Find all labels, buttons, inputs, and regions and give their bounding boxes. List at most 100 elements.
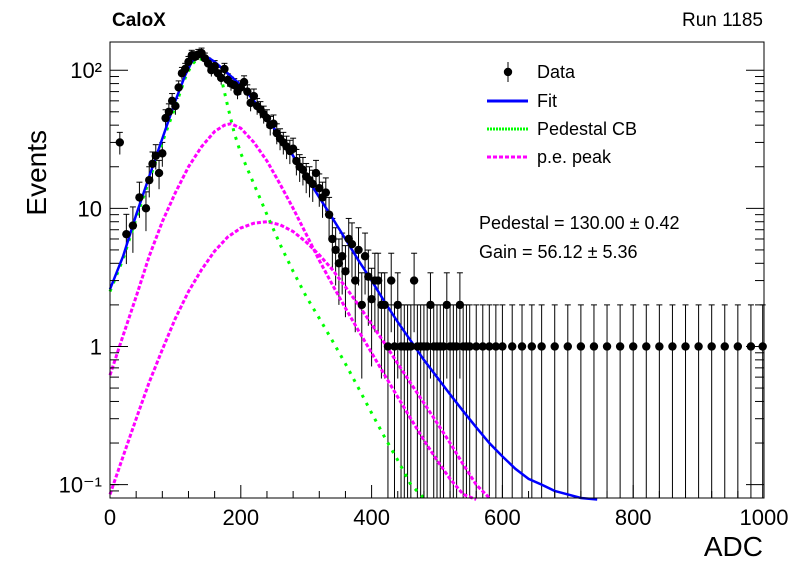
data-point: [161, 113, 170, 123]
data-point: [328, 234, 337, 244]
data-point: [589, 342, 599, 351]
data-point: [230, 80, 239, 90]
x-tick-label: 0: [104, 505, 116, 530]
x-tick-label: 400: [353, 505, 390, 530]
x-tick-label: 800: [615, 505, 652, 530]
data-point: [324, 210, 334, 219]
data-point: [243, 87, 252, 96]
data-point: [158, 149, 167, 158]
data-point: [406, 342, 416, 351]
pe-peak-curve: [108, 220, 491, 500]
legend-label: p.e. peak: [537, 147, 612, 167]
data-point: [517, 342, 527, 351]
data-point: [380, 300, 389, 310]
x-tick-label: 600: [484, 505, 521, 530]
data-point: [288, 144, 298, 153]
legend-label: Pedestal CB: [537, 119, 637, 139]
y-tick-label: 10²: [70, 58, 102, 83]
data-point: [681, 342, 690, 351]
data-point: [452, 342, 461, 351]
y-axis-title: Events: [21, 130, 52, 216]
data-point: [508, 342, 517, 351]
data-point: [360, 252, 370, 261]
data-point: [465, 342, 474, 351]
data-point: [145, 175, 154, 185]
data-point: [442, 300, 452, 310]
legend-label: Data: [537, 62, 576, 82]
data-point: [387, 276, 396, 285]
y-tick-label: 10⁻¹: [59, 473, 102, 498]
data-point: [171, 101, 180, 111]
data-point: [351, 276, 360, 285]
data-point: [308, 179, 317, 189]
data-point: [128, 221, 138, 230]
data-point: [341, 267, 350, 276]
data-point: [733, 342, 743, 351]
data-point: [478, 342, 487, 351]
legend: Data Fit Pedestal CB p.e. peak: [487, 62, 637, 167]
data-point: [694, 342, 703, 351]
x-axis-title: ADC: [704, 531, 763, 562]
data-point: [164, 107, 174, 116]
plot-frame: [109, 41, 765, 499]
data-point: [262, 113, 272, 123]
data-point: [615, 342, 625, 351]
data-point: [311, 168, 321, 178]
data-point: [642, 342, 651, 351]
data-point: [269, 119, 278, 128]
pedestal-stat: Pedestal = 130.00 ± 0.42: [479, 213, 680, 233]
data-point: [472, 342, 481, 351]
data-point: [390, 342, 399, 351]
y-tick-label: 10: [78, 196, 102, 221]
data-point: [409, 276, 419, 285]
data-point: [148, 159, 157, 169]
data-point: [115, 138, 125, 147]
data-point: [122, 229, 131, 239]
data-point: [249, 91, 259, 101]
data-point: [455, 300, 465, 310]
data-point: [220, 64, 229, 74]
data-point: [210, 61, 219, 71]
pedestal-cb-curve: [108, 56, 425, 500]
data-point: [331, 245, 340, 255]
data-point: [393, 300, 402, 310]
data-point: [151, 151, 160, 161]
data-point: [357, 300, 366, 310]
data-point: [576, 342, 586, 351]
data-point: [707, 342, 716, 351]
data-point: [239, 77, 249, 87]
data-point: [246, 98, 255, 108]
data-point: [354, 245, 363, 255]
legend-label: Fit: [537, 91, 557, 111]
data-point: [527, 342, 537, 351]
x-tick-label: 1000: [740, 505, 789, 530]
data-point: [347, 240, 357, 249]
axis-ticks: 0 200 400 600 800 1000 10⁻¹ 1 10 10²: [59, 58, 789, 530]
data-point: [439, 342, 448, 351]
data-point: [321, 188, 331, 197]
data-point: [720, 342, 729, 351]
data-points: [115, 48, 767, 351]
data-point: [181, 64, 190, 74]
y-tick-label: 1: [90, 334, 102, 359]
data-point: [655, 342, 664, 351]
data-point: [203, 59, 213, 68]
data-point: [485, 342, 494, 351]
data-point: [383, 342, 393, 351]
gain-stat: Gain = 56.12 ± 5.36: [479, 242, 638, 262]
experiment-label: CaloX: [112, 10, 166, 31]
data-point: [367, 294, 376, 304]
data-point: [602, 342, 612, 351]
run-label: Run 1185: [682, 10, 763, 31]
pe-peak-curve: [108, 122, 477, 501]
data-point: [537, 342, 546, 351]
data-point: [135, 193, 144, 202]
data-point: [216, 73, 226, 83]
data-point: [422, 342, 432, 351]
data-point: [373, 276, 383, 285]
data-point: [498, 342, 507, 351]
data-point: [563, 342, 572, 351]
legend-swatch-marker: [503, 67, 513, 77]
data-point: [629, 342, 638, 351]
data-point: [184, 57, 193, 67]
